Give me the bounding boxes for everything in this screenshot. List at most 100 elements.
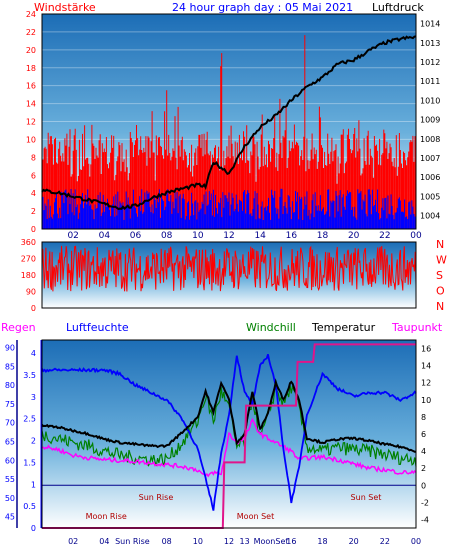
humidity-tick-label: 75 <box>5 400 15 409</box>
compass-label: S <box>436 269 443 282</box>
humidity-tick-label: 85 <box>5 362 15 371</box>
humidity-tick-label: 45 <box>5 513 15 522</box>
wind-tick-label: 14 <box>26 100 36 109</box>
wind-tick-label: 4 <box>31 189 36 198</box>
wind-tick-label: 6 <box>31 171 36 180</box>
x-tick-label: 02 <box>67 231 78 241</box>
wind-tick-label: 16 <box>26 82 36 91</box>
wind-axis-title: Windstärke <box>34 1 96 14</box>
climate-x-tick-label: 04 <box>99 537 109 546</box>
x-tick-label: 16 <box>286 231 298 241</box>
temperature-tick-label: 12 <box>421 379 431 388</box>
temperature-tick-label: 14 <box>421 362 431 371</box>
rain-tick-label: 3 <box>31 393 36 402</box>
rain-tick-label: 2 <box>31 437 36 446</box>
compass-label: W <box>436 254 447 267</box>
temperature-tick-label: 6 <box>421 430 426 439</box>
wind-tick-label: 2 <box>31 207 36 216</box>
wind-direction-series <box>41 245 417 292</box>
x-tick-label: 00 <box>410 231 422 241</box>
pressure-tick-label: 1007 <box>420 154 440 163</box>
x-tick-label: 20 <box>348 231 360 241</box>
wind-tick-label: 20 <box>26 46 36 55</box>
x-tick-label: 10 <box>192 231 204 241</box>
panel-wind-border <box>41 13 417 230</box>
direction-tick-label: 270 <box>21 255 36 264</box>
pressure-tick-label: 1005 <box>420 192 440 201</box>
climate-x-tick-label: 10 <box>193 537 203 546</box>
pressure-tick-label: 1006 <box>420 173 440 182</box>
temperature-tick-label: 8 <box>421 413 426 422</box>
x-tick-label: 22 <box>379 231 390 241</box>
temperature-tick-label: -4 <box>421 515 429 524</box>
chart-title: 24 hour graph day : 05 Mai 2021 <box>172 1 353 14</box>
humidity-tick-label: 80 <box>5 381 15 390</box>
climate-x-tick-label: 22 <box>380 537 390 546</box>
x-tick-label: 06 <box>130 231 142 241</box>
climate-x-tick-label: 18 <box>317 537 327 546</box>
wind-tick-label: 18 <box>26 64 36 73</box>
temperature-series <box>41 378 416 453</box>
climate-x-tick-label: MoonSet <box>254 537 289 546</box>
climate-x-tick-label: 20 <box>349 537 359 546</box>
humidity-tick-label: 70 <box>5 419 15 428</box>
panel-direction-border <box>41 241 417 309</box>
legend-dewpoint: Taupunkt <box>391 321 443 334</box>
pressure-tick-label: 1012 <box>420 58 440 67</box>
compass-label: N <box>436 300 444 313</box>
rain-tick-label: 0 <box>31 524 36 533</box>
x-tick-label: 08 <box>161 231 173 241</box>
pressure-tick-label: 1014 <box>420 20 440 29</box>
x-tick-label: 12 <box>223 231 234 241</box>
temperature-tick-label: 2 <box>421 464 426 473</box>
climate-x-tick-label: 00 <box>411 537 421 546</box>
temperature-tick-label: -2 <box>421 498 429 507</box>
temperature-tick-label: 16 <box>421 345 431 354</box>
x-tick-label: 14 <box>254 231 266 241</box>
humidity-tick-label: 55 <box>5 475 15 484</box>
climate-x-tick-label: 02 <box>68 537 78 546</box>
pressure-tick-label: 1009 <box>420 116 440 125</box>
wind-tick-label: 24 <box>26 10 36 19</box>
wind-tick-label: 0 <box>31 225 36 234</box>
humidity-series <box>41 354 417 511</box>
compass-label: O <box>436 285 445 298</box>
temperature-tick-label: 10 <box>421 396 431 405</box>
sunrise-annotation: Sun Rise <box>139 493 174 502</box>
humidity-tick-label: 65 <box>5 438 15 447</box>
direction-tick-label: 180 <box>21 271 36 280</box>
pressure-tick-label: 1011 <box>420 77 440 86</box>
direction-tick-label: 0 <box>31 304 36 313</box>
humidity-tick-label: 60 <box>5 456 15 465</box>
climate-x-tick-label: 12 <box>224 537 234 546</box>
climate-x-tick-label: 13 <box>239 537 249 546</box>
wind-tick-label: 10 <box>26 135 36 144</box>
climate-x-tick-label: 16 <box>286 537 296 546</box>
wind-tick-label: 12 <box>26 118 36 127</box>
wind-tick-label: 8 <box>31 153 36 162</box>
pressure-tick-label: 1004 <box>420 212 440 221</box>
humidity-tick-label: 50 <box>5 494 15 503</box>
temperature-tick-label: 0 <box>421 481 426 490</box>
rain-tick-label: 1.5 <box>23 458 36 467</box>
direction-tick-label: 360 <box>21 238 36 247</box>
legend-humidity: Luftfeuchte <box>66 321 129 334</box>
legend-windchill: Windchill <box>246 321 296 334</box>
x-tick-label: 18 <box>317 231 329 241</box>
rain-tick-label: 0.5 <box>23 502 36 511</box>
pressure-tick-label: 1008 <box>420 135 440 144</box>
dewpoint-series <box>41 417 417 478</box>
rain-tick-label: 2.5 <box>23 415 36 424</box>
climate-x-tick-label: 08 <box>162 537 172 546</box>
panel-climate-border <box>41 339 417 529</box>
climate-x-tick-label: Sun Rise <box>115 537 150 546</box>
pressure-axis-title: Luftdruck <box>372 1 424 14</box>
humidity-tick-label: 90 <box>5 344 15 353</box>
rain-tick-label: 1 <box>31 480 36 489</box>
legend-rain: Regen <box>1 321 36 334</box>
pressure-tick-label: 1013 <box>420 39 440 48</box>
